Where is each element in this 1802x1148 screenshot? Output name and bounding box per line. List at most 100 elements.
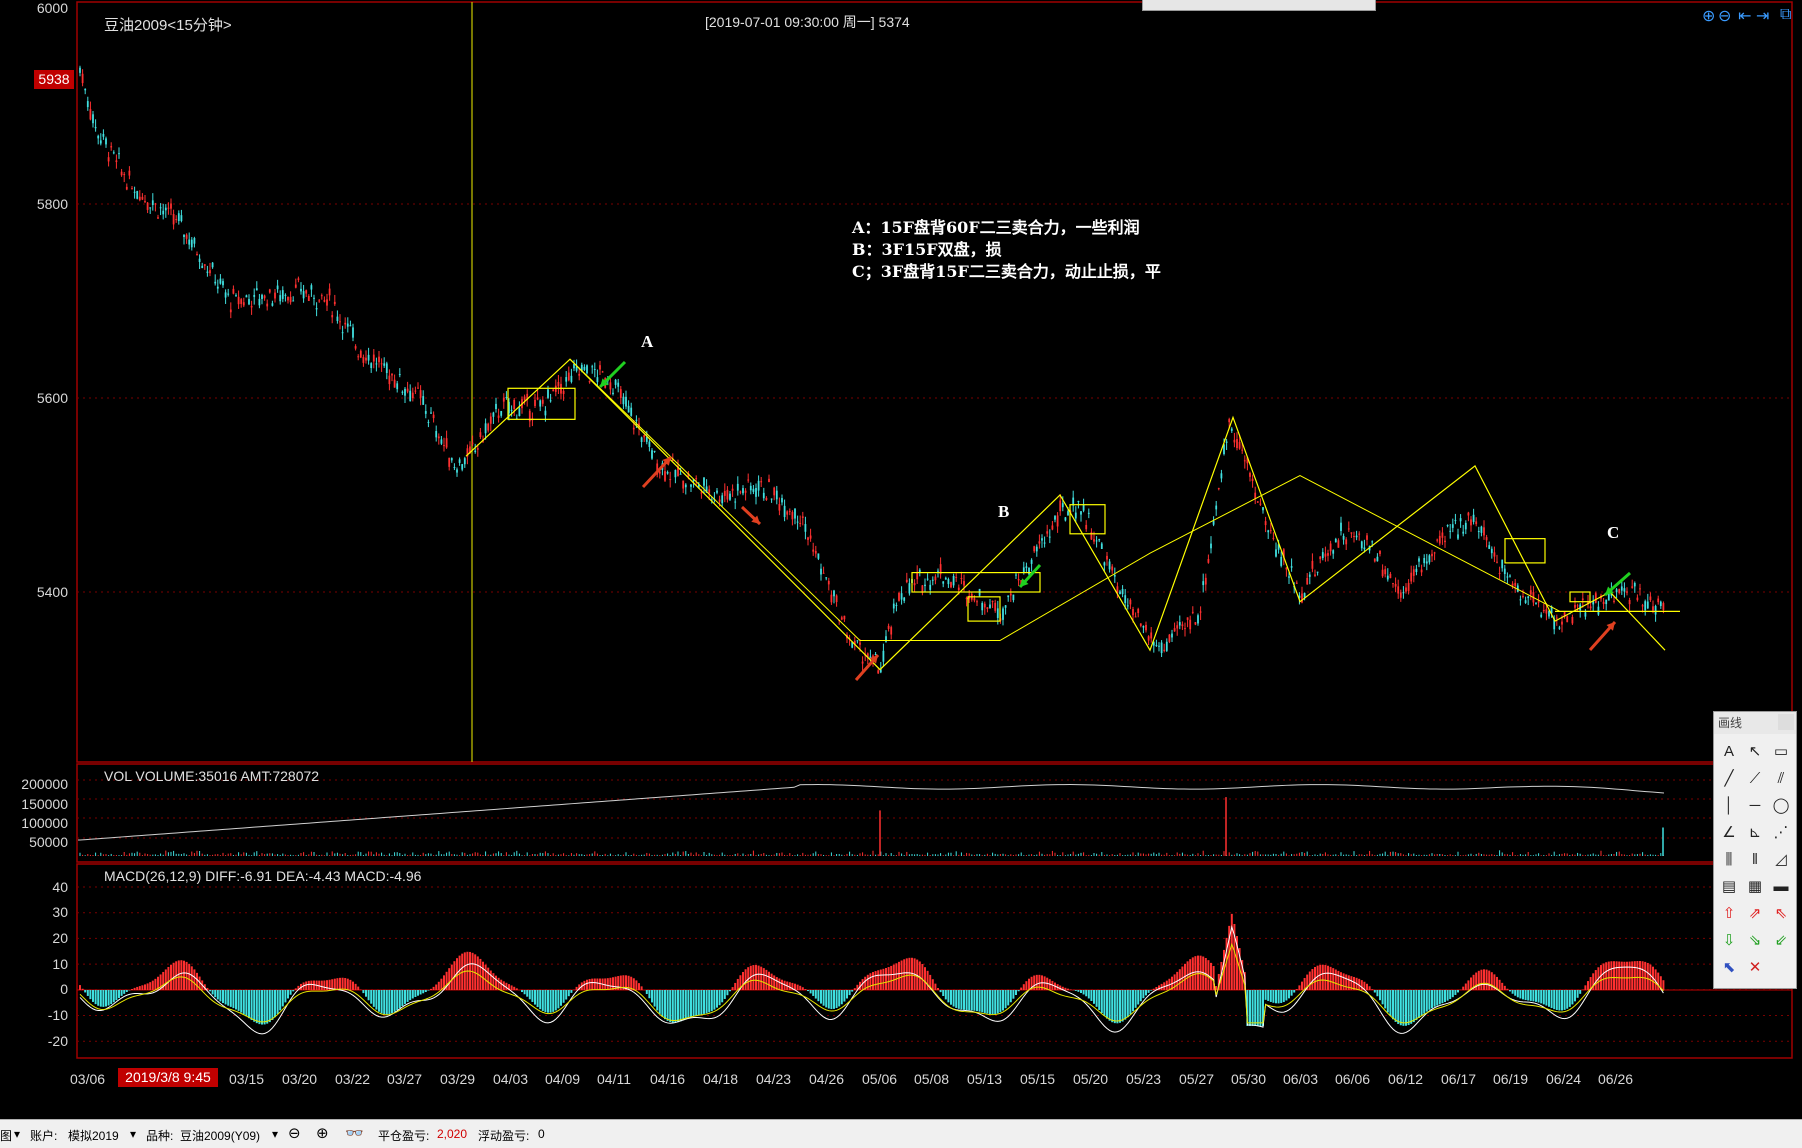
candle xyxy=(1311,560,1314,569)
note-tool-icon[interactable]: ▤ xyxy=(1721,878,1737,895)
candle xyxy=(190,239,193,248)
up-right-arrow-icon[interactable]: ⇗ xyxy=(1748,905,1762,922)
text-tool-icon[interactable]: A xyxy=(1723,743,1734,760)
candle xyxy=(1259,503,1262,505)
minus-icon[interactable]: ⊖ xyxy=(288,1125,301,1142)
candle xyxy=(391,373,393,376)
macd-tick: 30 xyxy=(52,904,68,920)
candle xyxy=(1171,633,1173,638)
candle xyxy=(1566,616,1569,623)
candle xyxy=(1189,619,1192,630)
close-icon[interactable] xyxy=(1778,714,1794,730)
x-tick: 03/20 xyxy=(282,1071,318,1087)
candle xyxy=(1067,511,1069,516)
plus-icon[interactable]: ⊕ xyxy=(316,1125,329,1142)
candle xyxy=(281,290,284,299)
candle xyxy=(775,490,778,500)
candle xyxy=(497,415,500,418)
up-left-arrow-icon[interactable]: ⇖ xyxy=(1774,905,1788,922)
restore-icon[interactable]: ⧉ xyxy=(1780,6,1792,23)
fib-tool-icon[interactable]: ◿ xyxy=(1775,851,1787,868)
hline-tool-icon[interactable]: ─ xyxy=(1749,797,1761,814)
line-tool-icon[interactable]: ╱ xyxy=(1724,770,1734,787)
candle xyxy=(536,397,539,400)
account-select[interactable]: 模拟2019 xyxy=(68,1129,119,1143)
drawing-palette[interactable]: 画线 A ↖ ▭ ╱ ⟋ ⫽ │ ─ ◯ ∠ ⊾ ⋰ ⫼ ‖ ◿ ▤ ▦ ▬ ⇧ ⇗ ⇖ ⇩ ⇘ ⇙ ⬉ ✕ xyxy=(1713,711,1797,989)
candle xyxy=(913,583,916,586)
candle xyxy=(833,590,835,597)
candle xyxy=(1438,535,1441,544)
candle xyxy=(625,396,627,407)
candle xyxy=(547,389,549,398)
zoom-out-icon[interactable]: ⊖ xyxy=(1718,8,1732,25)
scroll-left-icon[interactable]: ⇤ xyxy=(1738,8,1752,25)
fan-tool-icon[interactable]: ⋰ xyxy=(1773,824,1789,841)
ellipse-tool-icon[interactable]: ◯ xyxy=(1772,797,1790,814)
floating-toolbar[interactable] xyxy=(1142,0,1376,11)
gann-tool-icon[interactable]: ⫼ xyxy=(1725,851,1733,868)
candle xyxy=(159,207,162,209)
chevron-down-icon[interactable]: ▾ xyxy=(272,1127,279,1141)
candle xyxy=(1147,636,1150,641)
chevron-down-icon[interactable]: ▾ xyxy=(130,1127,137,1141)
candle xyxy=(183,234,185,237)
vline-tool-icon[interactable]: │ xyxy=(1724,797,1734,814)
zoom-in-icon[interactable]: ⊕ xyxy=(1702,8,1716,25)
up-arrow-icon[interactable]: ⇧ xyxy=(1722,905,1736,922)
glasses-icon[interactable]: 👓 xyxy=(345,1125,364,1142)
candle xyxy=(1282,549,1285,558)
candle xyxy=(1178,622,1181,626)
parallel-tool-icon[interactable]: ⫽ xyxy=(1777,770,1785,787)
select-icon[interactable]: ⬉ xyxy=(1722,959,1736,976)
candle xyxy=(1490,548,1493,554)
candle xyxy=(398,374,401,376)
arrow-tool-icon[interactable]: ↖ xyxy=(1748,743,1762,760)
candle xyxy=(136,191,139,199)
candle xyxy=(154,203,157,205)
vol-tick: 100000 xyxy=(21,815,68,831)
delete-icon[interactable]: ✕ xyxy=(1748,959,1762,976)
candle xyxy=(219,278,222,284)
candle xyxy=(237,296,240,305)
menu-stub[interactable]: 图 xyxy=(0,1129,13,1143)
annotation-a: A：15F盘背60F二三卖合力，一些利润 xyxy=(852,218,1140,237)
note2-tool-icon[interactable]: ▦ xyxy=(1747,878,1763,895)
angle2-tool-icon[interactable]: ⊾ xyxy=(1748,824,1762,841)
ray-tool-icon[interactable]: ⟋ xyxy=(1749,770,1761,787)
candle xyxy=(1550,606,1553,614)
cycle-tool-icon[interactable]: ‖ xyxy=(1751,851,1759,868)
candle xyxy=(1555,617,1558,619)
down-right-arrow-icon[interactable]: ⇘ xyxy=(1748,932,1762,949)
candle xyxy=(1290,566,1293,568)
candle xyxy=(796,521,799,523)
candle xyxy=(1137,608,1140,614)
down-left-arrow-icon[interactable]: ⇙ xyxy=(1774,932,1788,949)
macd-tick: -20 xyxy=(47,1033,68,1049)
candle xyxy=(1316,571,1319,573)
x-tick: 03/29 xyxy=(440,1071,476,1087)
candle xyxy=(1483,527,1485,536)
candle xyxy=(292,300,295,302)
candle xyxy=(885,636,887,642)
candle xyxy=(489,416,492,424)
candle xyxy=(1451,524,1454,528)
candle xyxy=(1355,535,1358,538)
variety-select[interactable]: 豆油2009(Y09) xyxy=(180,1129,261,1143)
candle xyxy=(1241,449,1244,451)
chart-frames xyxy=(76,1,1793,1059)
candle xyxy=(825,577,828,579)
ruler-tool-icon[interactable]: ▬ xyxy=(1773,878,1789,895)
rect-tool-icon[interactable]: ▭ xyxy=(1773,743,1789,760)
candle xyxy=(1594,593,1597,603)
candle xyxy=(708,489,711,494)
palette-header[interactable]: 画线 xyxy=(1714,712,1796,734)
candle xyxy=(1407,582,1410,591)
scroll-right-icon[interactable]: ⇥ xyxy=(1756,8,1770,25)
price-candles[interactable] xyxy=(79,65,1665,674)
down-arrow-icon[interactable]: ⇩ xyxy=(1722,932,1736,949)
dropdown-icon[interactable]: ▾ xyxy=(14,1127,21,1141)
candle xyxy=(931,579,934,581)
candle xyxy=(1519,599,1522,601)
candle xyxy=(1524,600,1527,603)
angle-tool-icon[interactable]: ∠ xyxy=(1722,824,1736,841)
